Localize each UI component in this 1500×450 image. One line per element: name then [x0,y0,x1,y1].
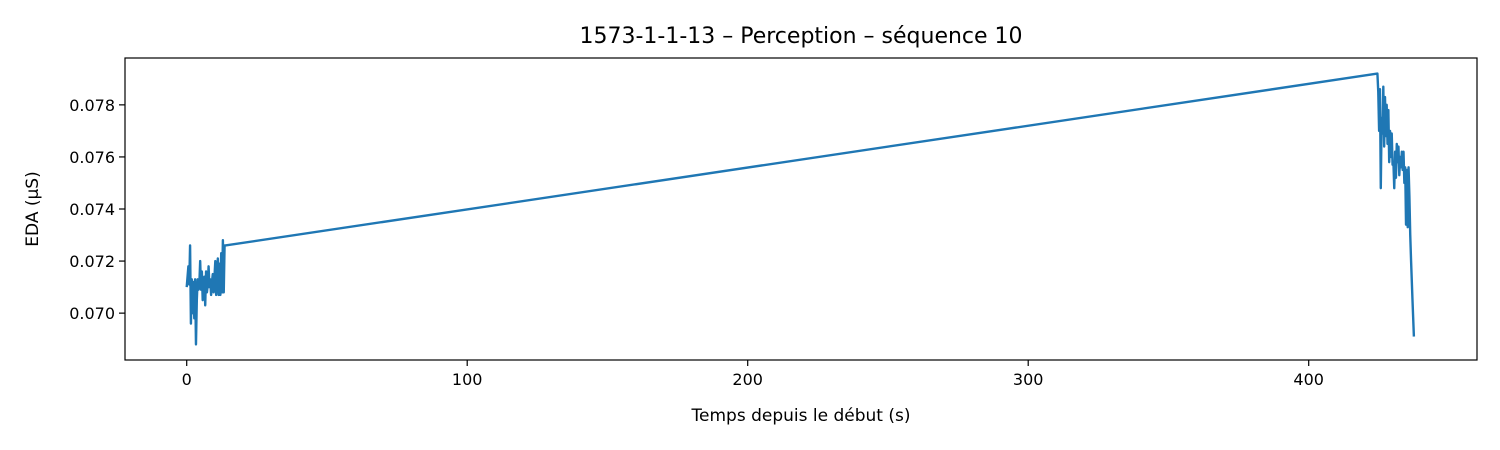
y-tick-label: 0.078 [69,96,115,115]
x-tick-label: 0 [182,370,192,389]
x-tick-label: 300 [1013,370,1044,389]
y-tick-label: 0.076 [69,148,115,167]
x-tick-label: 100 [452,370,483,389]
x-axis: 0 100 200 300 400 [182,360,1324,389]
series-line [185,72,1416,346]
x-tick-label: 200 [732,370,763,389]
y-tick-label: 0.074 [69,200,115,219]
plot-area [124,57,1478,361]
y-tick-label: 0.072 [69,252,115,271]
y-axis: 0.070 0.072 0.074 0.076 0.078 [69,96,125,323]
y-axis-label: EDA (µS) [23,171,43,246]
plot-frame [124,57,1478,361]
x-axis-label: Temps depuis le début (s) [691,406,911,426]
chart-title: 1573-1-1-13 – Perception – séquence 10 [579,24,1022,49]
y-tick-label: 0.070 [69,304,115,323]
x-tick-label: 400 [1293,370,1324,389]
